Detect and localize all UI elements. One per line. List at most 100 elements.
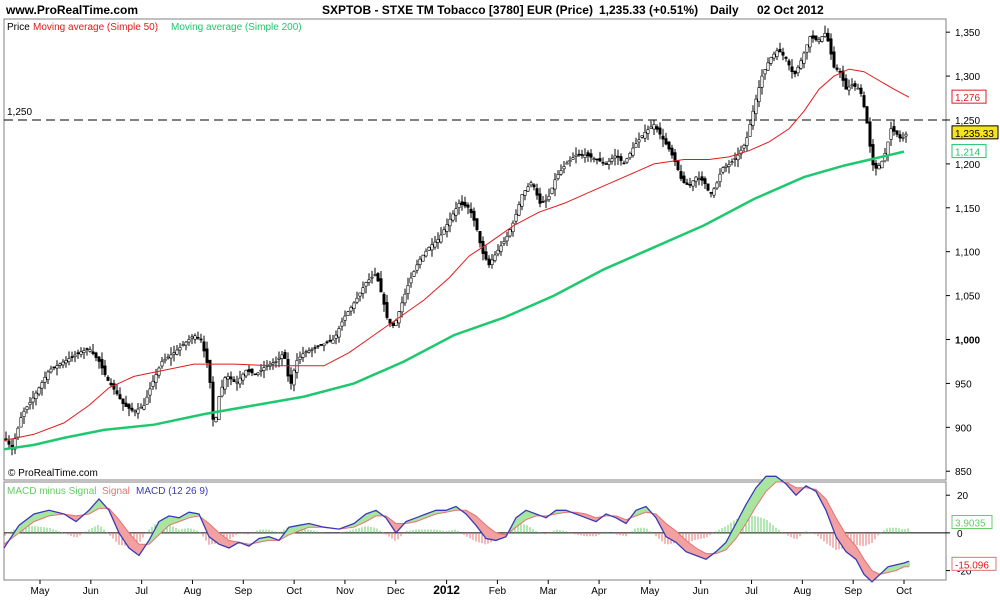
price-bar bbox=[322, 343, 326, 352]
price-bar bbox=[487, 255, 491, 268]
price-bar bbox=[517, 201, 521, 217]
price-bar bbox=[757, 80, 761, 107]
macd-signal-band bbox=[120, 521, 122, 538]
price-bar bbox=[619, 153, 623, 166]
price-bar bbox=[493, 251, 497, 263]
x-tick-label: Nov bbox=[336, 586, 354, 597]
macd-signal-band bbox=[484, 523, 486, 539]
macd-signal-band bbox=[42, 511, 44, 519]
macd-signal-band bbox=[498, 533, 500, 540]
y-tick-label: 1,150 bbox=[955, 204, 980, 215]
price-bar bbox=[688, 177, 692, 189]
macd-signal-band bbox=[888, 566, 890, 573]
macd-signal-band bbox=[756, 485, 758, 507]
macd-signal-band bbox=[894, 564, 896, 572]
macd-signal-band bbox=[492, 529, 494, 541]
macd-signal-band bbox=[908, 561, 910, 567]
price-bar bbox=[868, 117, 872, 153]
chart-canvas[interactable]: Price Moving average (Simple 50) Moving … bbox=[0, 18, 1000, 600]
macd-signal-band bbox=[858, 549, 860, 567]
price-bar bbox=[526, 183, 530, 192]
price-bar bbox=[736, 147, 740, 168]
price-bar bbox=[691, 180, 695, 192]
macd-signal-band bbox=[218, 531, 220, 545]
y-tick-label: 1,300 bbox=[955, 72, 980, 83]
macd-signal-band bbox=[694, 546, 696, 556]
price-bar bbox=[553, 173, 557, 197]
price-bar bbox=[613, 148, 617, 166]
price-bar bbox=[373, 267, 377, 277]
macd-signal-band bbox=[38, 512, 40, 521]
macd-signal-band bbox=[50, 510, 52, 516]
price-bar bbox=[829, 33, 833, 60]
price-bar bbox=[679, 164, 683, 182]
price-bar bbox=[181, 340, 185, 347]
price-bar bbox=[835, 64, 839, 72]
price-bar bbox=[280, 351, 284, 367]
price-bars bbox=[4, 25, 908, 456]
price-bar bbox=[646, 125, 650, 141]
price-bar bbox=[541, 196, 545, 203]
macd-signal-band bbox=[530, 511, 532, 519]
macd-signal-band bbox=[166, 516, 168, 529]
price-bar bbox=[697, 171, 701, 186]
macd-signal-band bbox=[44, 511, 46, 518]
price-bar bbox=[319, 344, 323, 347]
macd-signal-band bbox=[126, 528, 128, 547]
macd-signal-band bbox=[514, 517, 516, 529]
macd-signal-band bbox=[898, 563, 900, 570]
price-bar bbox=[703, 176, 707, 189]
price-bar bbox=[571, 152, 575, 160]
hline-label: 1,250 bbox=[7, 107, 32, 118]
price-bar bbox=[55, 360, 59, 376]
macd-signal-band bbox=[852, 541, 854, 558]
macd-signal-band bbox=[672, 527, 674, 542]
macd-signal-band bbox=[482, 521, 484, 536]
price-bar bbox=[751, 105, 755, 130]
macd-signal-band bbox=[820, 493, 822, 503]
price-bar bbox=[382, 292, 386, 312]
macd-signal-band bbox=[212, 526, 214, 541]
macd-line bbox=[3, 475, 910, 583]
macd-signal-band bbox=[174, 516, 176, 524]
macd-signal-band bbox=[522, 511, 524, 523]
price-bar bbox=[841, 65, 845, 87]
price-bar bbox=[766, 57, 770, 71]
macd-signal-band bbox=[790, 484, 792, 491]
macd-signal-band bbox=[838, 521, 840, 543]
price-bar bbox=[208, 359, 212, 389]
price-bar bbox=[676, 160, 680, 172]
price-bar bbox=[109, 378, 113, 387]
macd-signal-band bbox=[670, 526, 672, 541]
price-bar bbox=[871, 139, 875, 171]
macd-y-tick-label: -20 bbox=[957, 567, 972, 578]
macd-signal-band bbox=[864, 559, 866, 577]
macd-signal-band bbox=[840, 524, 842, 546]
price-bar bbox=[370, 270, 374, 284]
price-bar bbox=[127, 402, 131, 417]
price-bar bbox=[904, 131, 908, 143]
price-bar bbox=[583, 148, 587, 163]
price-bar bbox=[340, 317, 344, 331]
price-bar bbox=[283, 349, 287, 360]
macd-signal-band bbox=[374, 510, 376, 518]
price-bar bbox=[151, 375, 155, 390]
price-bar bbox=[457, 199, 461, 215]
price-bar bbox=[439, 227, 443, 244]
price-bar bbox=[712, 187, 716, 199]
price-bar bbox=[721, 166, 725, 175]
macd-signal-band bbox=[726, 538, 728, 550]
macd-signal-band bbox=[738, 515, 740, 536]
price-bar bbox=[478, 231, 482, 248]
macd-signal-band bbox=[848, 537, 850, 555]
macd-signal-band bbox=[438, 510, 440, 514]
price-bar bbox=[574, 147, 578, 164]
price-bar bbox=[898, 130, 902, 143]
y-tick-label: 950 bbox=[955, 379, 972, 390]
price-bar bbox=[37, 386, 41, 397]
price-bar bbox=[601, 157, 605, 166]
price-bar bbox=[595, 158, 599, 165]
x-tick-label: Oct bbox=[896, 586, 912, 597]
macd-signal-band bbox=[822, 495, 824, 507]
price-bar bbox=[367, 273, 371, 286]
